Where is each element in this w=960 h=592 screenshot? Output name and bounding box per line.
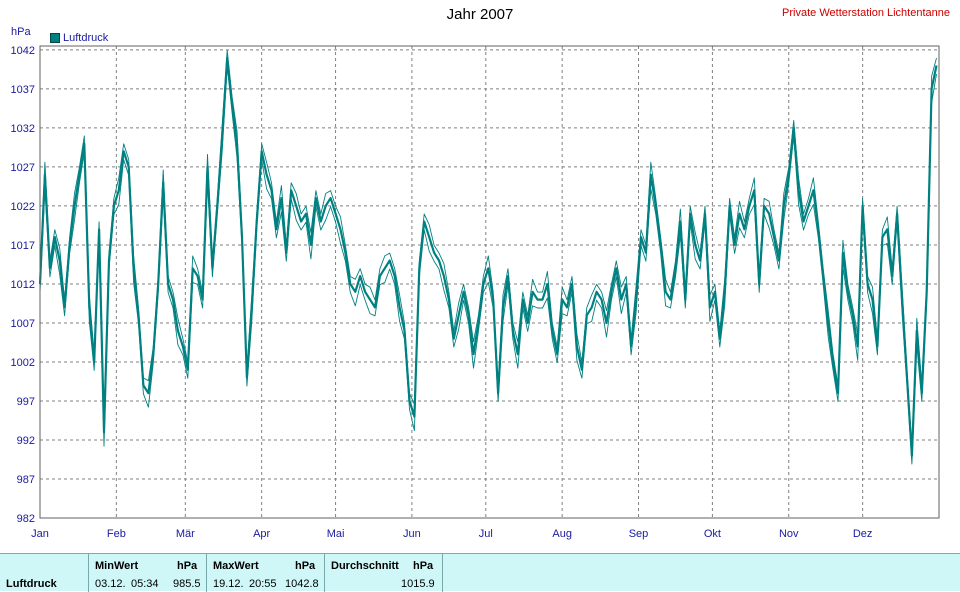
x-tick-label: Jan bbox=[31, 528, 49, 540]
x-tick-labels: Jan Feb Mär Apr Mai Jun Jul Aug Sep Okt Nov Dez bbox=[31, 528, 872, 540]
max-time: 20:55 bbox=[249, 578, 277, 590]
max-unit-header: hPa bbox=[295, 560, 316, 572]
pressure-chart: 982 987 992 997 1002 1007 1012 1017 1022 1027 1032… bbox=[11, 45, 940, 540]
avg-value: 1015.9 bbox=[401, 578, 435, 590]
plot-frame bbox=[39, 45, 940, 519]
y-tick-label: 997 bbox=[17, 396, 35, 408]
x-tick-label: Feb bbox=[107, 528, 126, 540]
max-value: 1042.8 bbox=[285, 578, 319, 590]
max-date: 19.12. bbox=[213, 578, 244, 590]
legend: Luftdruck bbox=[50, 32, 108, 44]
max-cell: MaxWert hPa 19.12. 20:55 1042.8 bbox=[206, 554, 324, 592]
avg-unit-header: hPa bbox=[413, 560, 434, 572]
y-axis-unit: hPa bbox=[11, 26, 31, 38]
x-tick-label: Apr bbox=[253, 528, 270, 540]
series-lines bbox=[38, 49, 938, 465]
y-tick-label: 1022 bbox=[11, 201, 35, 213]
min-unit-header: hPa bbox=[177, 560, 198, 572]
series-envelope-line bbox=[39, 65, 937, 465]
x-tick-label: Mär bbox=[176, 528, 195, 540]
station-name: Private Wetterstation Lichtentanne bbox=[782, 7, 950, 19]
x-tick-label: Aug bbox=[552, 528, 572, 540]
x-tick-label: Jul bbox=[479, 528, 493, 540]
y-tick-label: 1037 bbox=[11, 84, 35, 96]
x-tick-label: Okt bbox=[704, 528, 721, 540]
y-tick-label: 982 bbox=[17, 513, 35, 525]
y-tick-labels: 982 987 992 997 1002 1007 1012 1017 1022 1027 1032… bbox=[11, 45, 35, 525]
min-cell: MinWert hPa 03.12. 05:34 985.5 bbox=[88, 554, 206, 592]
statistics-bar: Luftdruck MinWert hPa 03.12. 05:34 985.5… bbox=[0, 553, 960, 592]
x-tick-label: Jun bbox=[403, 528, 421, 540]
x-tick-label: Sep bbox=[629, 528, 649, 540]
legend-swatch bbox=[50, 33, 60, 43]
avg-cell: Durchschnitt hPa 1015.9 bbox=[324, 554, 442, 592]
stats-row-label: Luftdruck bbox=[6, 578, 57, 590]
x-tick-label: Dez bbox=[853, 528, 873, 540]
x-tick-label: Nov bbox=[779, 528, 799, 540]
x-tick-label: Mai bbox=[327, 528, 345, 540]
stats-label-cell: Luftdruck bbox=[0, 554, 88, 592]
y-tick-label: 1012 bbox=[11, 279, 35, 291]
y-tick-label: 1042 bbox=[11, 45, 35, 57]
legend-label: Luftdruck bbox=[63, 32, 109, 44]
y-tick-label: 1007 bbox=[11, 318, 35, 330]
min-value: 985.5 bbox=[173, 578, 201, 590]
series-envelope-line bbox=[39, 49, 937, 449]
y-tick-label: 1032 bbox=[11, 123, 35, 135]
min-date: 03.12. bbox=[95, 578, 126, 590]
min-header: MinWert bbox=[95, 560, 139, 572]
y-tick-label: 992 bbox=[17, 435, 35, 447]
chart-title: Jahr 2007 bbox=[446, 6, 514, 23]
y-tick-label: 1002 bbox=[11, 357, 35, 369]
y-tick-label: 1017 bbox=[11, 240, 35, 252]
avg-header: Durchschnitt bbox=[331, 560, 399, 572]
y-tick-label: 1027 bbox=[11, 162, 35, 174]
stats-divider bbox=[442, 554, 443, 592]
min-time: 05:34 bbox=[131, 578, 159, 590]
y-tick-label: 987 bbox=[17, 474, 35, 486]
max-header: MaxWert bbox=[213, 560, 259, 572]
